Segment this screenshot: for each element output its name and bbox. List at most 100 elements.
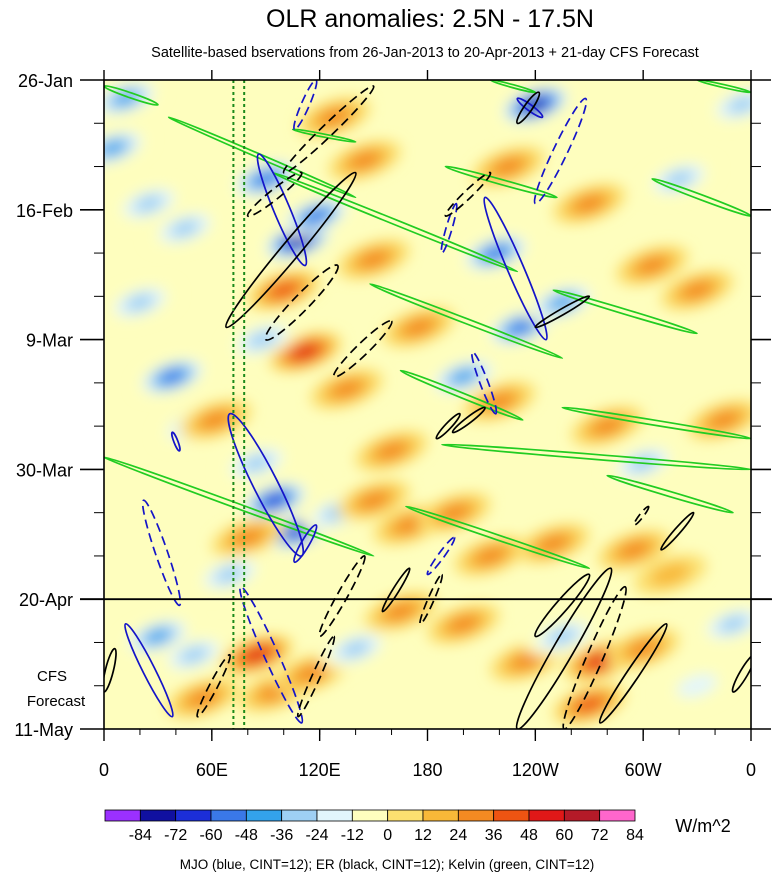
er-contour <box>660 511 695 551</box>
er-contour <box>419 573 444 625</box>
anomaly-blob <box>577 696 602 712</box>
colorbar-swatch <box>139 809 177 822</box>
colorbar-swatch <box>210 809 247 822</box>
anomaly-blob <box>215 565 245 584</box>
reference-longitude-lines <box>232 80 246 729</box>
colorbar-swatch <box>351 809 389 822</box>
colorbar-label: -12 <box>341 827 364 844</box>
x-tick-label: 0 <box>99 760 109 780</box>
anomaly-blob <box>349 151 380 170</box>
anomaly-blob <box>709 411 739 429</box>
colorbar-swatch <box>281 809 318 822</box>
anomaly-blob <box>271 282 296 298</box>
colorbar-units: W/m^2 <box>675 816 730 836</box>
er-contour <box>516 91 541 125</box>
anomaly-blob <box>649 562 691 586</box>
anomaly-blob <box>637 256 667 275</box>
anomaly-blob <box>104 140 126 156</box>
anomaly-blob <box>170 219 200 238</box>
x-tick-label: 60W <box>625 760 662 780</box>
er-contour <box>598 622 668 724</box>
y-tick-label: 9-Mar <box>26 331 73 351</box>
anomaly-blob <box>233 528 263 547</box>
anomaly-blob <box>682 281 712 299</box>
er-contour <box>381 567 411 613</box>
forecast-label-line-2: Forecast <box>27 693 86 710</box>
x-tick-label: 120E <box>299 760 341 780</box>
er-contour <box>515 567 613 729</box>
mjo-contours <box>124 80 588 724</box>
plot-area <box>104 80 751 729</box>
colorbar-label: -84 <box>129 827 152 844</box>
er-contour <box>534 295 591 329</box>
kelvin-contour <box>552 289 698 335</box>
anomaly-blob <box>376 442 407 460</box>
anomaly-blob <box>511 652 542 670</box>
kelvin-contour <box>405 505 591 570</box>
anomaly-blob <box>403 318 434 336</box>
anomaly-blob <box>538 534 569 553</box>
anomaly-blob <box>179 646 209 664</box>
anomaly-blob <box>727 96 751 114</box>
anomaly-blob <box>145 628 170 644</box>
anomaly-blob <box>439 503 470 522</box>
er-contour <box>435 412 461 440</box>
anomaly-blob <box>619 541 649 559</box>
anomaly-blob <box>448 615 479 633</box>
anomaly-blob <box>394 516 425 534</box>
colorbar-label: -72 <box>164 827 187 844</box>
anomaly-blob <box>451 369 476 384</box>
er-contour <box>451 406 486 434</box>
anomaly-blob <box>385 602 416 621</box>
er-contour <box>196 653 232 718</box>
anomaly-blob <box>331 380 362 398</box>
anomaly-blob <box>246 648 268 662</box>
colorbar-swatch <box>422 809 459 822</box>
er-contour <box>731 653 751 693</box>
mjo-contour <box>124 622 174 718</box>
colorbar: -84 -72 -60 -48 -36 -24 -12 0 12 24 36 48 60 72 84 <box>104 809 644 844</box>
colorbar-swatch <box>316 809 353 822</box>
er-contour <box>534 573 591 638</box>
anomaly-blob <box>592 417 622 435</box>
mjo-contour <box>516 97 544 119</box>
mjo-contour <box>256 153 308 267</box>
colorbar-swatch <box>175 809 212 822</box>
colorbar-label: 48 <box>520 827 538 844</box>
er-contour <box>246 171 303 218</box>
anomaly-blob <box>200 411 231 429</box>
anomaly-blob <box>340 639 371 658</box>
colorbar-label: 0 <box>383 827 392 844</box>
anomaly-blob <box>718 615 748 633</box>
mjo-contour <box>426 536 456 576</box>
kelvin-contour <box>291 128 357 143</box>
kelvin-contour <box>399 369 524 421</box>
er-contour <box>282 85 375 174</box>
mjo-contour <box>170 431 181 452</box>
x-tick-label: 0 <box>746 760 756 780</box>
er-contour <box>224 171 357 329</box>
colorbar-label: -60 <box>199 827 222 844</box>
anomaly-blob <box>125 293 155 312</box>
mjo-contour <box>470 351 498 415</box>
anomaly-blob <box>676 674 718 698</box>
x-tick-label: 120W <box>512 760 559 780</box>
er-contour <box>562 585 627 729</box>
anomaly-blob <box>161 370 183 384</box>
chart-subtitle: Satellite-based bservations from 26-Jan-… <box>151 45 699 61</box>
mjo-contour <box>440 202 458 254</box>
anomaly-blob <box>358 491 389 510</box>
anomaly-blob <box>547 627 578 645</box>
contour-legend: MJO (blue, CINT=12); ER (black, CINT=12)… <box>180 857 595 872</box>
colorbar-label: -24 <box>305 827 328 844</box>
colorbar-swatch <box>563 809 601 822</box>
er-contour <box>332 319 393 378</box>
colorbar-swatch <box>599 809 636 822</box>
kelvin-contour <box>651 177 751 217</box>
colorbar-label: 12 <box>414 827 432 844</box>
anomaly-blob <box>358 250 389 268</box>
y-tick-label: 20-Apr <box>19 590 73 610</box>
kelvin-contour <box>606 474 734 514</box>
kelvin-contour <box>167 116 357 199</box>
colorbar-label: 72 <box>591 827 609 844</box>
